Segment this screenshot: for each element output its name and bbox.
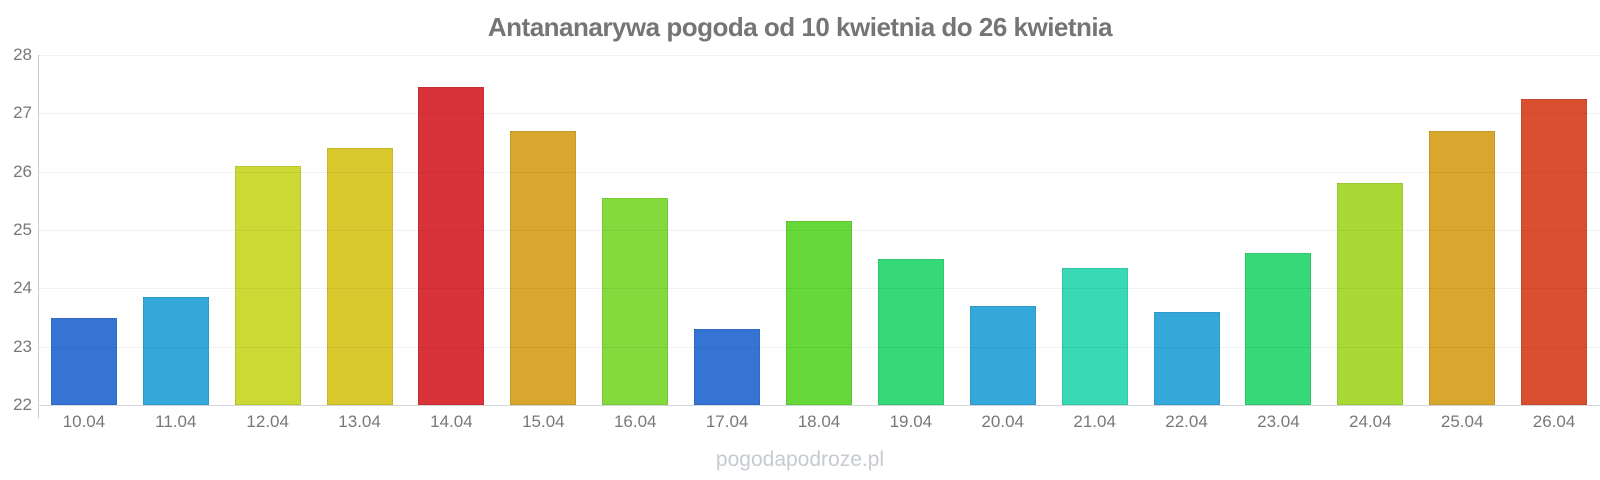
bar-19.04[interactable]: [877, 259, 944, 405]
x-tick-label: 25.04: [1440, 412, 1484, 431]
bar-16.04[interactable]: [602, 197, 669, 405]
bar-10.04[interactable]: [50, 317, 117, 405]
x-tick-label: 26.04: [1532, 412, 1576, 431]
gridline-27: [38, 113, 1600, 115]
x-tick-label: 14.04: [430, 412, 473, 431]
bar-slot-17.04: [681, 329, 773, 405]
bar-22.04[interactable]: [1153, 311, 1220, 405]
x-tick-label: 15.04: [522, 412, 565, 431]
bar-24.04[interactable]: [1337, 183, 1404, 405]
bar-slot-14.04: [406, 87, 498, 405]
bar-slot-19.04: [865, 259, 957, 405]
bar-17.04[interactable]: [694, 329, 761, 405]
bar-23.04[interactable]: [1245, 253, 1312, 405]
y-tick-label: 24: [13, 278, 32, 298]
y-tick-label: 28: [13, 45, 32, 64]
bar-slot-25.04: [1416, 130, 1508, 405]
y-tick-label: 27: [13, 103, 32, 123]
bar-slot-21.04: [1049, 267, 1141, 405]
bar-slot-22.04: [1141, 311, 1233, 405]
gridline-25: [38, 230, 1600, 231]
bar-slot-13.04: [314, 148, 406, 405]
bar-slot-20.04: [957, 305, 1049, 405]
bar-15.04[interactable]: [510, 130, 577, 405]
bar-13.04[interactable]: [326, 148, 393, 405]
watermark: pogodapodroze.pl: [715, 448, 885, 471]
bar-slot-23.04: [1232, 253, 1324, 405]
x-tick-label: 17.04: [705, 412, 749, 431]
bar-slot-10.04: [38, 317, 130, 405]
x-tick-label: 18.04: [797, 412, 841, 431]
x-tick-label: 12.04: [246, 412, 289, 431]
x-tick-label: 16.04: [613, 412, 657, 431]
bar-14.04[interactable]: [418, 87, 485, 405]
y-tick-label: 23: [13, 336, 32, 356]
bar-25.04[interactable]: [1429, 130, 1496, 405]
gridline-23: [38, 346, 1600, 348]
x-axis-baseline: [38, 405, 1600, 406]
bar-21.04[interactable]: [1061, 267, 1128, 405]
y-tick-label: 22: [13, 395, 32, 414]
gridline-28: [38, 55, 1600, 56]
bar-20.04[interactable]: [969, 305, 1036, 405]
bar-slot-18.04: [773, 221, 865, 405]
x-tick-label: 10.04: [62, 412, 106, 431]
bar-slot-12.04: [222, 165, 314, 405]
bar-slot-16.04: [589, 197, 681, 405]
gridline-26: [38, 171, 1600, 173]
x-tick-label: 24.04: [1349, 412, 1392, 431]
x-tick-label: 20.04: [981, 412, 1025, 431]
bar-12.04[interactable]: [234, 165, 301, 405]
y-axis-line: [38, 55, 39, 418]
x-tick-label: 13.04: [338, 412, 381, 431]
x-tick-label: 21.04: [1073, 412, 1116, 431]
x-tick-label: 19.04: [889, 412, 933, 431]
bar-slot-26.04: [1508, 98, 1600, 405]
bar-18.04[interactable]: [785, 221, 852, 405]
gridline-24: [38, 288, 1600, 290]
x-tick-label: 22.04: [1165, 412, 1208, 431]
bar-slot-11.04: [130, 297, 222, 405]
x-tick-label: 23.04: [1257, 412, 1300, 431]
y-tick-label: 26: [13, 161, 32, 181]
bar-11.04[interactable]: [142, 297, 209, 405]
bar-26.04[interactable]: [1521, 98, 1588, 405]
chart-title: Antananarywa pogoda od 10 kwietnia do 26…: [487, 12, 1113, 42]
bar-slot-24.04: [1324, 183, 1416, 405]
y-tick-label: 25: [13, 220, 32, 239]
bar-slot-15.04: [497, 130, 589, 405]
x-tick-label: 11.04: [155, 412, 197, 431]
